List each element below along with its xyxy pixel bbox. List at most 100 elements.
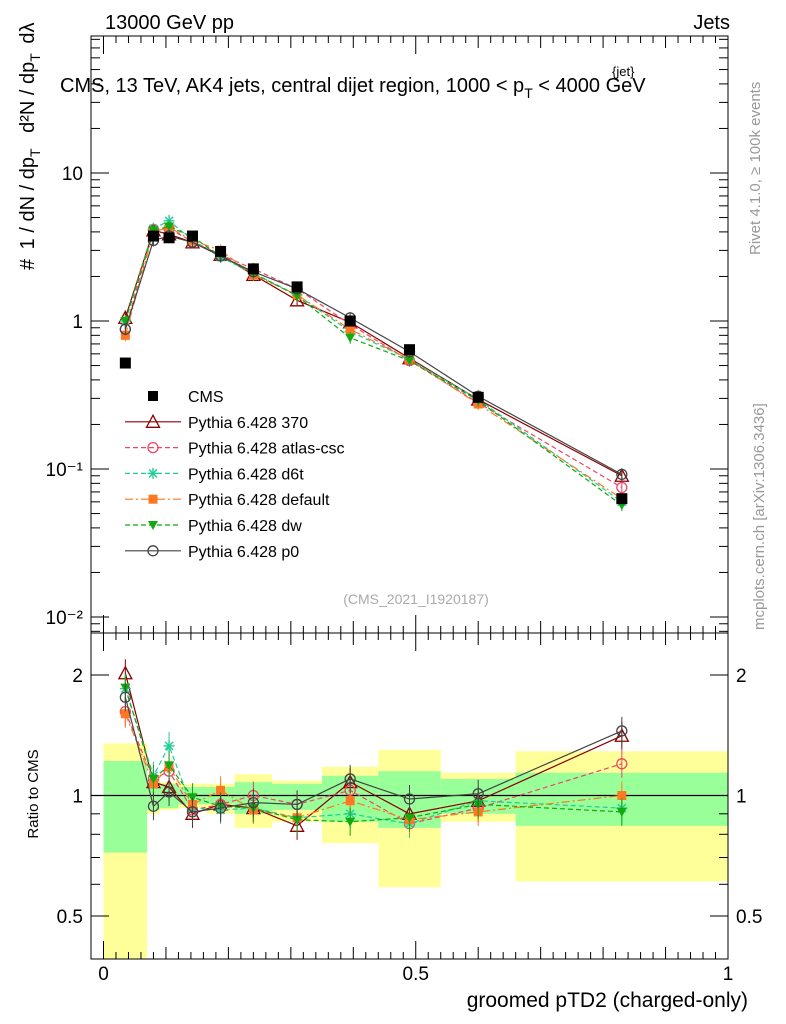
legend-marker — [147, 467, 159, 479]
ratio-y-tick-labels: 0.5 0.5 1 1 2 2 — [57, 666, 763, 928]
ratio-line-atlas — [124, 711, 623, 825]
legend-marker — [145, 413, 161, 428]
series-point-p0 — [616, 468, 628, 481]
main-panel: 10⁻² 10⁻¹ 1 10 CMS, 13 TeV, AK4 jets, centr… — [46, 35, 729, 634]
series-point-dw — [164, 222, 175, 232]
y-tick-label: 10 — [62, 164, 83, 185]
y-label-part3: dλ — [17, 23, 39, 44]
ratio-point-default — [345, 796, 355, 806]
ratio-point-dw — [345, 817, 356, 827]
ratio-point-p0 — [344, 773, 356, 785]
ratio-point-p0 — [291, 798, 303, 811]
series-line-dw — [124, 225, 623, 506]
legend-marker — [148, 391, 158, 401]
ratio-p0 — [119, 683, 628, 826]
ratio-point-dw — [404, 813, 415, 823]
cms-data-point — [404, 344, 415, 356]
cms-data-point — [472, 391, 484, 403]
cms-data-point — [215, 245, 227, 257]
legend-item-atlas: Pythia 6.428 atlas-csc — [125, 441, 345, 458]
plot-title-main: CMS, 13 TeV, AK4 jets, central dijet reg… — [60, 75, 524, 97]
x-tick-label: 0.5 — [403, 964, 429, 985]
ratio-y-tick-label-right: 0.5 — [736, 907, 762, 928]
ratio-point-p0 — [163, 786, 175, 798]
series-point-dw — [120, 317, 131, 326]
series-line-d6t — [124, 220, 623, 503]
series-point-default — [345, 324, 355, 334]
legend-item-d6t: Pythia 6.428 d6t — [125, 466, 304, 483]
legend-item-data: CMS — [148, 389, 224, 406]
series-point-dw — [292, 291, 303, 301]
y-label-hash: # — [17, 258, 39, 270]
ratio-point-dw — [164, 761, 175, 771]
ratio-panel: 0.5 0.5 1 1 2 2 Ratio to CMS — [25, 632, 763, 960]
ratio-point-p0 — [214, 802, 227, 814]
legend-marker — [147, 545, 159, 557]
ratio-point-d6t-d2 — [164, 741, 174, 751]
x-tick-label: 0 — [98, 964, 109, 985]
ratio-point-dw — [187, 793, 198, 803]
ratio-y-tick-label: 0.5 — [57, 907, 83, 928]
legend-marker-d2 — [148, 468, 158, 478]
ratio-point-dw — [148, 774, 159, 784]
series-point-dw — [345, 333, 356, 343]
legend-marker — [148, 494, 158, 504]
legend: CMS Pythia 6.428 370 Pythia 6.428 atlas-cs… — [125, 389, 345, 561]
ratio-point-atlas — [616, 758, 628, 770]
plot-title-end: < 4000 GeV — [533, 75, 647, 97]
legend-label: Pythia 6.428 dw — [188, 518, 302, 535]
main-ticks — [91, 36, 729, 633]
ratio-point-p0 — [616, 725, 628, 737]
legend-label: Pythia 6.428 default — [188, 492, 330, 509]
legend-label: Pythia 6.428 p0 — [188, 544, 299, 561]
legend-item-p0: Pythia 6.428 p0 — [125, 544, 299, 561]
cms-data-point — [119, 357, 131, 369]
legend-marker — [147, 441, 159, 454]
series-point-atlas — [616, 481, 628, 494]
ratio-y-tick-label: 1 — [72, 787, 83, 808]
plot-title: CMS, 13 TeV, AK4 jets, central dijet reg… — [60, 75, 646, 101]
series-point-p370 — [289, 292, 305, 307]
x-tick-label: 1 — [723, 964, 734, 985]
legend-item-p370: Pythia 6.428 370 — [125, 413, 308, 432]
cms-data-point — [186, 230, 198, 242]
ratio-point-dw — [616, 807, 627, 817]
ratio-band-green — [103, 760, 148, 853]
cms-data-point — [147, 230, 159, 242]
cms-data-point — [616, 493, 628, 505]
main-y-tick-labels: 10⁻² 10⁻¹ 1 10 — [46, 164, 84, 629]
plot-title-sub: T — [524, 85, 533, 101]
x-tick-labels: 0 0.5 1 — [98, 964, 733, 985]
ratio-point-d6t — [163, 740, 175, 752]
legend-item-dw: Pythia 6.428 dw — [125, 518, 302, 535]
series-point-p0 — [119, 323, 131, 335]
y-label-part1: 1 / dN / dp — [17, 157, 39, 249]
ratio-ticks — [91, 633, 729, 959]
svg-text:# 1 / dN / dpT d²N: # 1 / dN / dpT d²N / dpT dλ — [17, 23, 45, 271]
ratio-point-p0 — [472, 788, 484, 800]
header-left: 13000 GeV pp — [105, 12, 234, 34]
plot-title-sup: {jet} — [612, 64, 635, 79]
cms-data-point — [344, 315, 356, 327]
legend-item-default: Pythia 6.428 default — [125, 492, 330, 509]
legend-label: Pythia 6.428 370 — [188, 415, 308, 432]
ratio-point-default — [617, 791, 627, 800]
y-tick-label: 10⁻¹ — [46, 460, 84, 481]
series-line-default — [124, 226, 623, 500]
legend-marker — [148, 521, 158, 530]
cms-data-points — [119, 230, 628, 505]
ratio-point-p0 — [147, 800, 160, 812]
ratio-point-default — [120, 709, 130, 719]
main-frame — [90, 35, 729, 634]
series-point-default — [120, 330, 130, 340]
y-tick-label: 1 — [72, 312, 83, 333]
ratio-point-p0 — [119, 691, 131, 703]
series-point-dw — [404, 356, 415, 366]
ratio-point-default — [216, 785, 226, 795]
cms-data-point — [291, 281, 303, 293]
ratio-axis-label: Ratio to CMS — [25, 749, 42, 838]
rivet-label: Rivet 4.1.0, ≥ 100k events — [747, 82, 764, 255]
y-tick-label: 10⁻² — [46, 608, 84, 629]
x-axis-label: groomed pTD2 (charged-only) — [467, 989, 748, 1012]
